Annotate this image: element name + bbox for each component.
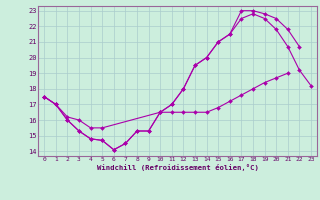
X-axis label: Windchill (Refroidissement éolien,°C): Windchill (Refroidissement éolien,°C) [97,164,259,171]
